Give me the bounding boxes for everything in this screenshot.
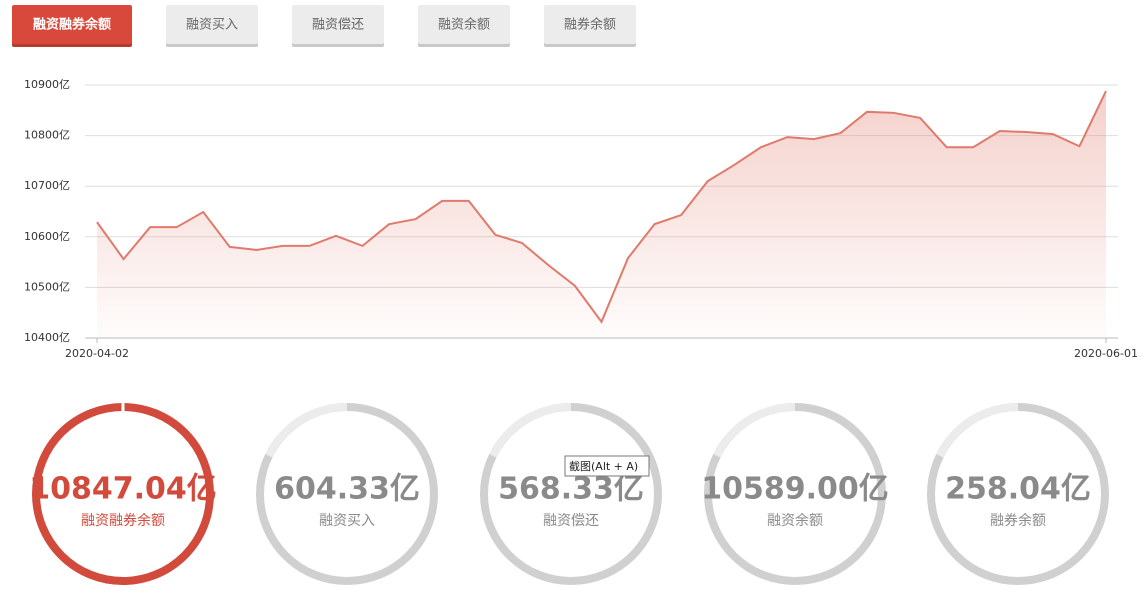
stat-label: 融资融券余额 bbox=[81, 512, 165, 529]
stat-label: 融资买入 bbox=[319, 513, 375, 529]
area bbox=[97, 91, 1106, 339]
stat-label: 融券余额 bbox=[990, 512, 1046, 529]
stat-value: 10847.04亿 bbox=[29, 472, 217, 507]
tab-button[interactable] bbox=[166, 5, 258, 44]
tab-button[interactable] bbox=[12, 5, 132, 44]
tab-label[interactable]: 融资余额 bbox=[438, 17, 490, 33]
tab-label[interactable]: 融资融券余额 bbox=[33, 17, 111, 33]
stat-value: 568.33亿 bbox=[498, 472, 644, 507]
tab-button[interactable] bbox=[292, 5, 384, 44]
y-tick-label: 10400亿 bbox=[24, 331, 70, 344]
line bbox=[96, 90, 1107, 324]
stat-label: 融资余额 bbox=[767, 512, 823, 529]
ring-highlight bbox=[713, 402, 796, 458]
x-tick-label: 2020-06-01 bbox=[1074, 347, 1138, 360]
y-tick-label: 10500亿 bbox=[24, 280, 70, 293]
y-tick-label: 10800亿 bbox=[24, 129, 70, 142]
y-tick-label: 10900亿 bbox=[24, 78, 70, 91]
x-tick-label: 2020-04-02 bbox=[65, 347, 129, 360]
tab-label[interactable]: 融券余额 bbox=[564, 17, 616, 33]
tab-label[interactable]: 融资偿还 bbox=[312, 18, 364, 33]
y-tick-label: 10700亿 bbox=[24, 179, 70, 192]
stat-value: 10589.00亿 bbox=[701, 472, 889, 507]
tab-button[interactable] bbox=[544, 5, 636, 44]
stat-label: 融资偿还 bbox=[543, 513, 599, 529]
y-tick-label: 10600亿 bbox=[24, 230, 70, 243]
ring-highlight bbox=[489, 402, 572, 458]
tab-label[interactable]: 融资买入 bbox=[186, 18, 238, 33]
tooltip-box bbox=[564, 455, 650, 477]
ring-highlight bbox=[265, 402, 348, 458]
tooltip-text: 截图(Alt + A) bbox=[569, 459, 638, 473]
ring-highlight bbox=[936, 402, 1019, 458]
tab-button[interactable] bbox=[418, 5, 510, 44]
stat-value: 258.04亿 bbox=[945, 472, 1091, 507]
stat-value: 604.33亿 bbox=[274, 472, 420, 507]
